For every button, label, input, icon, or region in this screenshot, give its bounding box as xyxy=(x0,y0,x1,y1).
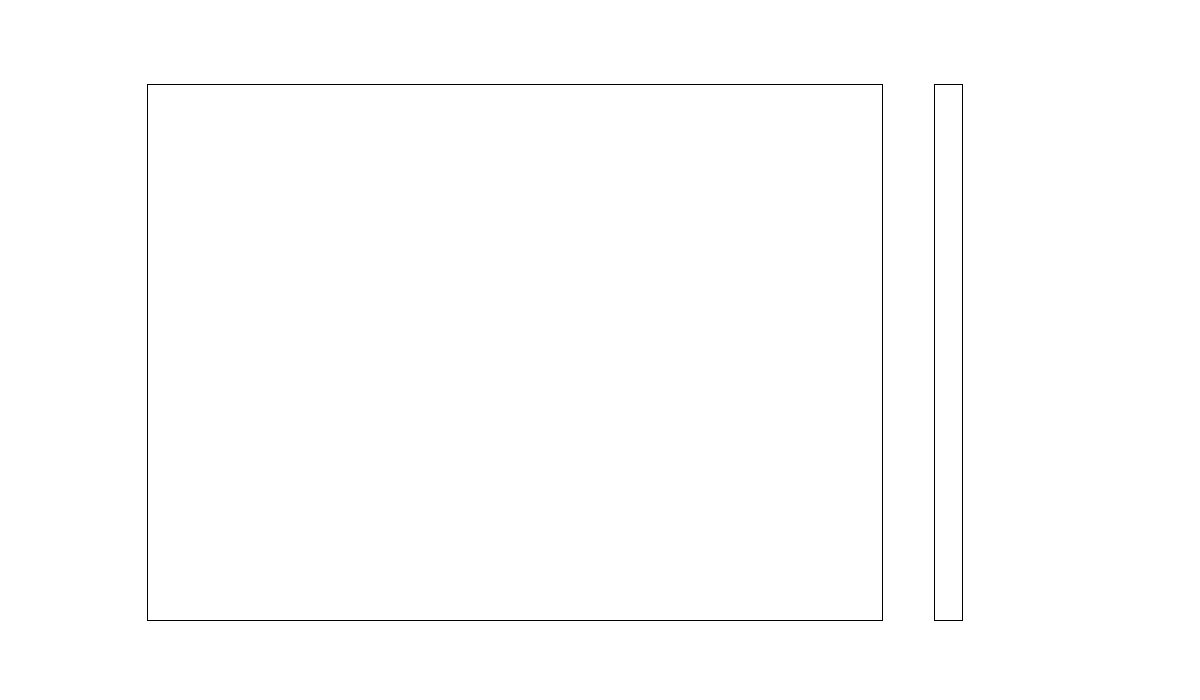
colorbar-canvas xyxy=(934,84,963,621)
heatmap-canvas xyxy=(147,84,883,621)
